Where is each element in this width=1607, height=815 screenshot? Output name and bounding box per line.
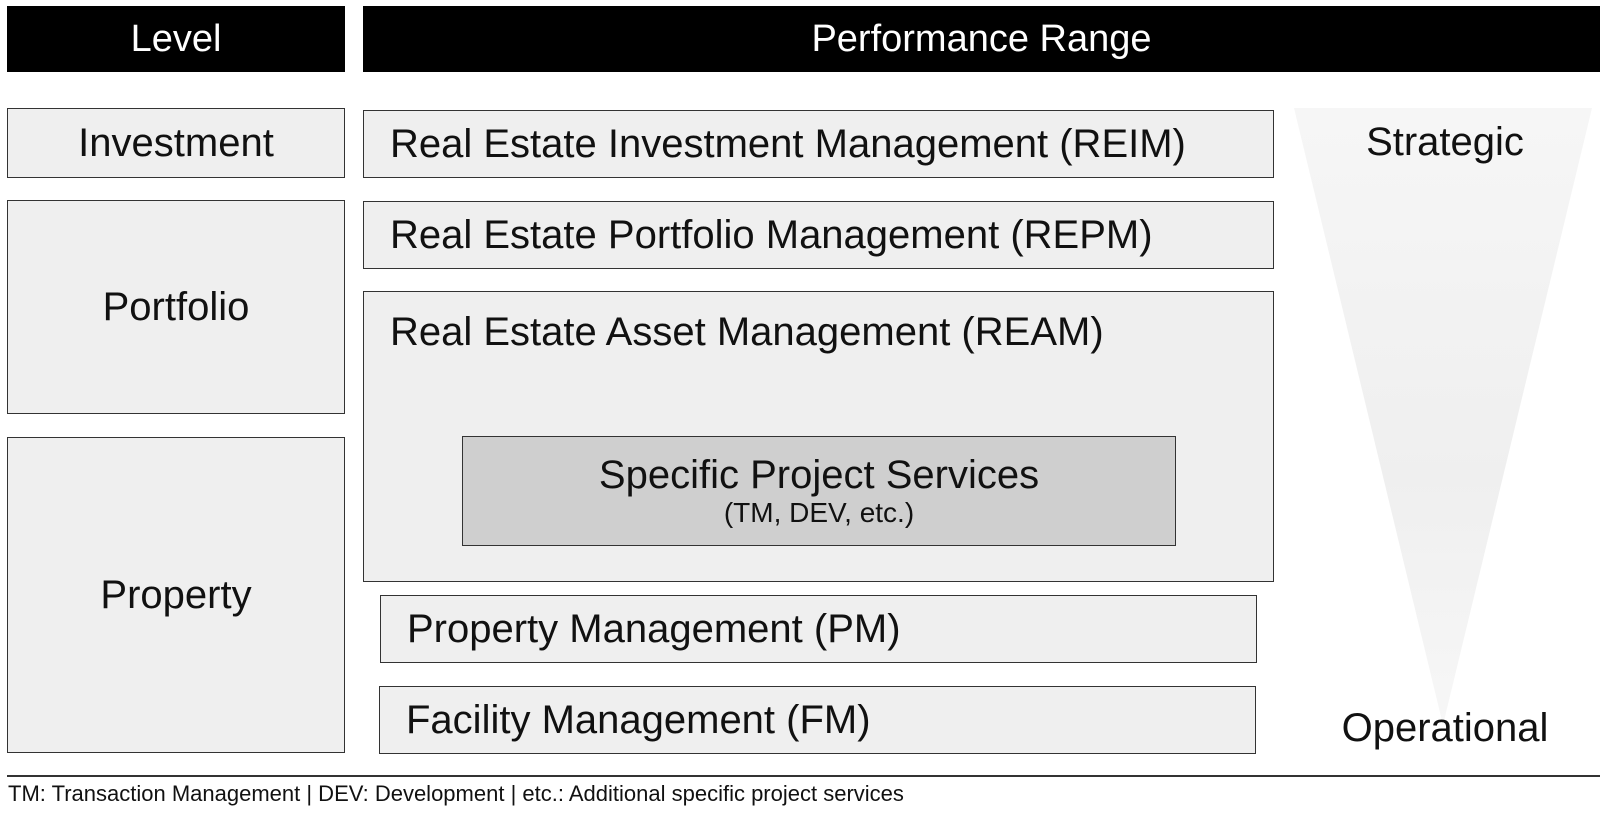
level-property: Property [7,437,345,753]
footnote: TM: Transaction Management | DEV: Develo… [8,781,904,806]
range-ream-label: Real Estate Asset Management (REAM) [390,310,1104,354]
range-fm: Facility Management (FM) [379,686,1256,754]
level-portfolio: Portfolio [7,200,345,414]
footnote-divider [7,775,1600,777]
specific-project-services: Specific Project Services (TM, DEV, etc.… [462,436,1176,546]
specific-project-services-subtitle: (TM, DEV, etc.) [723,497,915,528]
specific-project-services-title: Specific Project Services [598,453,1040,497]
scale-strategic: Strategic [1366,120,1524,164]
range-repm: Real Estate Portfolio Management (REPM) [363,201,1274,269]
performance-range-header: Performance Range [363,6,1600,72]
scale-operational: Operational [1341,706,1549,750]
range-reim: Real Estate Investment Management (REIM) [363,110,1274,178]
range-pm: Property Management (PM) [380,595,1257,663]
level-investment: Investment [7,108,345,178]
level-header: Level [7,6,345,72]
